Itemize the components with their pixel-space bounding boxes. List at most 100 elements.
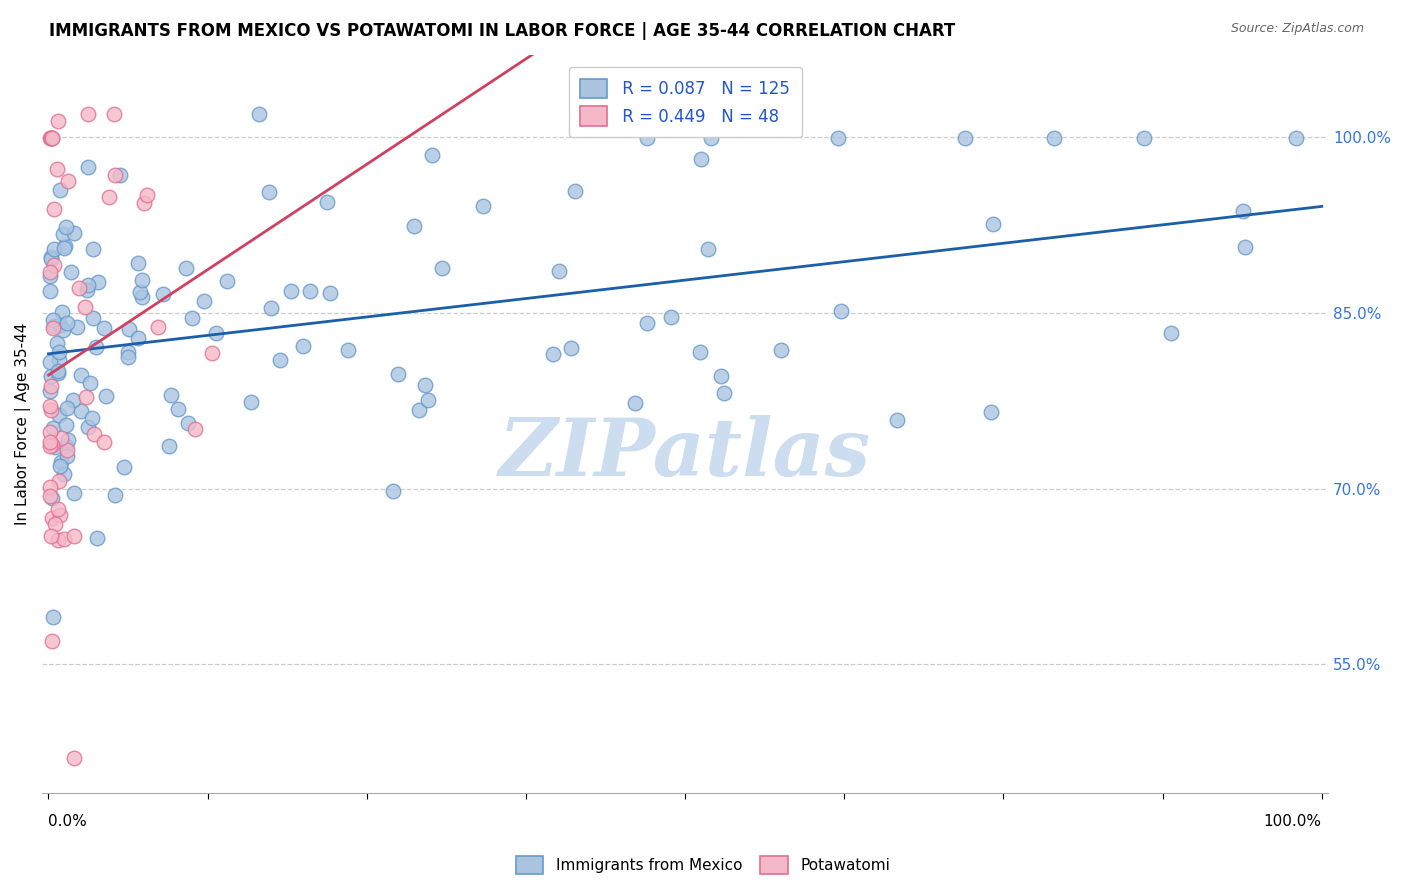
Point [547, 264, 569, 278]
Point [49, 455, 72, 469]
Point [127, 256, 149, 270]
Point [70, 404, 93, 418]
Point [39, 480, 62, 494]
Point [408, 403, 430, 417]
Point [86, 532, 108, 546]
Point [70, 368, 93, 383]
Point [48, 353, 70, 368]
Point [62, 392, 84, 407]
Point [710, 369, 733, 384]
Point [39, 379, 62, 393]
Point [77, 419, 100, 434]
Point [38, 399, 60, 413]
Point [560, 342, 582, 356]
Point [44, 242, 66, 256]
Point [770, 343, 793, 358]
Point [77, 277, 100, 292]
Point [131, 290, 153, 304]
Point [129, 285, 152, 300]
Point [55, 316, 77, 330]
Point [413, 378, 436, 392]
Point [96, 389, 118, 403]
Point [564, 184, 586, 198]
Point [174, 261, 197, 276]
Point [117, 322, 139, 336]
Point [624, 395, 647, 409]
Point [49, 318, 72, 332]
Point [131, 273, 153, 287]
Point [48, 183, 70, 197]
Point [690, 153, 713, 167]
Point [636, 316, 658, 330]
Point [41, 529, 63, 543]
Point [315, 194, 337, 209]
Point [53, 467, 76, 481]
Point [39, 131, 62, 145]
Point [76, 283, 98, 297]
Point [269, 353, 291, 368]
Point [39, 425, 62, 439]
Point [42, 313, 65, 327]
Point [84, 340, 107, 354]
Point [41, 251, 63, 265]
Point [160, 388, 183, 402]
Point [184, 422, 207, 436]
Point [93, 321, 115, 335]
Point [1132, 131, 1154, 145]
Point [48, 533, 70, 547]
Point [53, 241, 76, 255]
Point [1160, 326, 1182, 341]
Point [93, 435, 115, 450]
Point [53, 239, 76, 253]
Point [48, 474, 70, 488]
Point [132, 196, 155, 211]
Point [46, 161, 69, 176]
Point [49, 458, 72, 473]
Point [42, 202, 65, 216]
Point [51, 304, 73, 318]
Point [886, 413, 908, 427]
Point [659, 310, 682, 324]
Point [38, 439, 60, 453]
Point [41, 131, 63, 145]
Point [49, 508, 72, 523]
Point [55, 417, 77, 432]
Point [103, 168, 125, 182]
Point [38, 264, 60, 278]
Point [981, 217, 1004, 231]
Point [56, 450, 79, 464]
Point [46, 364, 69, 378]
Point [41, 510, 63, 524]
Point [382, 483, 405, 498]
Point [291, 338, 314, 352]
Point [41, 491, 63, 506]
Point [62, 529, 84, 543]
Point [636, 131, 658, 145]
Point [42, 319, 65, 334]
Point [39, 402, 62, 417]
Point [75, 390, 97, 404]
Point [432, 260, 454, 275]
Point [39, 252, 62, 267]
Point [39, 355, 62, 369]
Point [44, 440, 66, 454]
Point [128, 331, 150, 345]
Point [39, 368, 62, 383]
Point [51, 431, 73, 445]
Point [104, 488, 127, 502]
Point [48, 344, 70, 359]
Point [82, 311, 104, 326]
Text: ZIPatlas: ZIPatlas [499, 415, 872, 492]
Point [713, 386, 735, 401]
Point [319, 285, 342, 300]
Point [108, 168, 131, 182]
Point [42, 610, 65, 624]
Point [39, 384, 62, 398]
Point [82, 411, 104, 425]
Point [66, 320, 89, 334]
Point [260, 301, 283, 316]
Point [830, 303, 852, 318]
Point [193, 293, 215, 308]
Point [44, 259, 66, 273]
Point [39, 489, 62, 503]
